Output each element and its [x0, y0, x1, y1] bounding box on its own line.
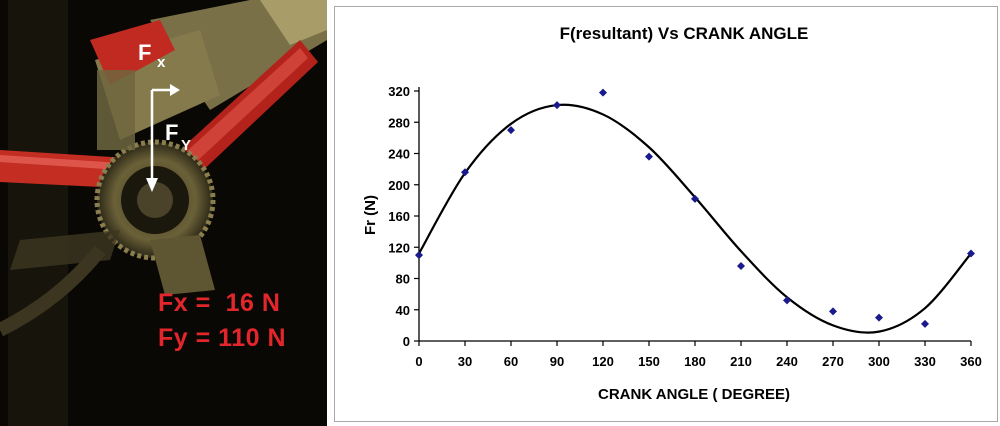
data-point [507, 126, 515, 135]
data-point [645, 152, 653, 161]
force-readouts: Fx = 16 N Fy = 110 N [158, 286, 286, 356]
x-tick-label: 270 [822, 354, 844, 369]
data-point [967, 249, 975, 258]
x-tick-label: 210 [730, 354, 752, 369]
fx-readout: Fx = 16 N [158, 289, 281, 317]
x-tick-label: 0 [415, 354, 422, 369]
data-point [415, 251, 423, 260]
x-tick-label: 240 [776, 354, 798, 369]
x-tick-label: 180 [684, 354, 706, 369]
data-points-group [415, 88, 975, 328]
x-tick-label: 150 [638, 354, 660, 369]
fy-label-sub: Y [181, 137, 191, 154]
y-axis-label: Fr (N) [362, 195, 379, 235]
y-tick-label: 240 [388, 147, 410, 162]
fx-label-main: F [138, 40, 151, 65]
fy-readout: Fy = 110 N [158, 324, 286, 352]
x-tick-label: 90 [550, 354, 564, 369]
y-tick-label: 320 [388, 84, 410, 99]
y-tick-label: 40 [396, 303, 410, 318]
chart-panel: F(resultant) Vs CRANK ANGLE Fr (N) CRANK… [334, 6, 998, 422]
data-point [875, 313, 883, 322]
data-point [921, 319, 929, 328]
y-tick-label: 0 [403, 334, 410, 349]
y-tick-label: 280 [388, 115, 410, 130]
x-tick-label: 60 [504, 354, 518, 369]
fx-label-sub: x [157, 54, 166, 71]
y-tick-label: 160 [388, 209, 410, 224]
data-point [599, 88, 607, 97]
y-tick-label: 80 [396, 272, 410, 287]
x-tick-label: 120 [592, 354, 614, 369]
y-tick-label: 200 [388, 178, 410, 193]
data-point [691, 194, 699, 203]
data-point [461, 168, 469, 177]
chart-title: F(resultant) Vs CRANK ANGLE [560, 24, 809, 43]
data-point [553, 101, 561, 110]
x-tick-label: 330 [914, 354, 936, 369]
chart-axes: 0 40 80 120 160 200 240 280 320 0 30 60 90 120 150 180 2… [388, 84, 982, 369]
x-axis-label: CRANK ANGLE ( DEGREE) [598, 386, 790, 403]
x-tick-label: 30 [458, 354, 472, 369]
data-point [737, 262, 745, 270]
resultant-force-chart: F(resultant) Vs CRANK ANGLE Fr (N) CRANK… [362, 24, 982, 403]
trendline [418, 103, 972, 334]
crank-illustration: F x F Y [0, 0, 327, 426]
x-tick-label: 360 [960, 354, 982, 369]
fy-label-main: F [165, 120, 178, 145]
trendline-group [418, 103, 972, 334]
y-tick-label: 120 [388, 240, 410, 255]
data-point [829, 307, 837, 316]
data-point [783, 296, 791, 305]
x-tick-label: 300 [868, 354, 890, 369]
crank-photo-panel: F x F Y Fx = 16 N Fy = 110 N [0, 0, 327, 426]
